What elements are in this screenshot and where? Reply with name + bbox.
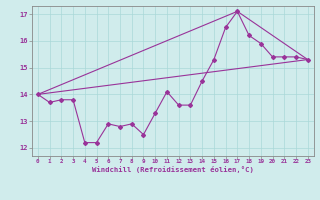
X-axis label: Windchill (Refroidissement éolien,°C): Windchill (Refroidissement éolien,°C) — [92, 166, 254, 173]
